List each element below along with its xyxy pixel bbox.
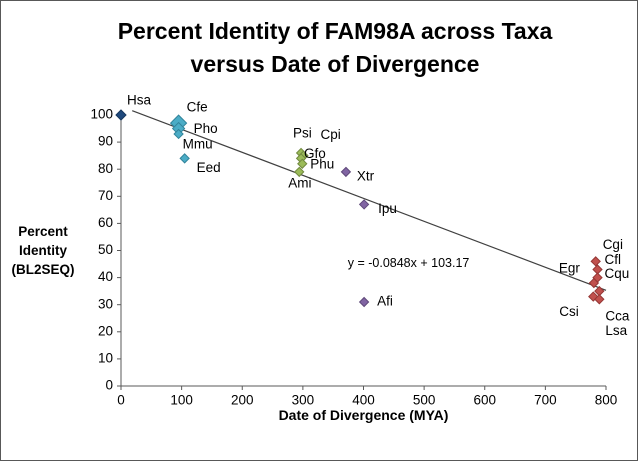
y-tick-label-80: 80	[98, 161, 113, 176]
trendline	[132, 110, 607, 291]
x-tick-label-600: 600	[473, 393, 496, 408]
y-tick-label-40: 40	[98, 269, 113, 284]
y-tick-label-50: 50	[98, 242, 113, 257]
y-axis-title-line2: Identity	[18, 243, 67, 258]
point-Cgi	[590, 256, 601, 267]
point-label-Mmu: Mmu	[183, 137, 213, 152]
point-label-Phu: Phu	[310, 156, 334, 171]
x-tick-label-800: 800	[595, 393, 618, 408]
point-Egr	[588, 277, 600, 289]
x-tick-label-500: 500	[413, 393, 436, 408]
y-tick-label-20: 20	[98, 323, 113, 338]
point-label-Ipu: Ipu	[378, 201, 397, 216]
chart-title: Percent Identity of FAM98A across Taxa v…	[37, 15, 633, 81]
point-label-Psi: Psi	[293, 126, 312, 141]
point-label-Cfl: Cfl	[605, 252, 622, 267]
x-tick-label-100: 100	[170, 393, 193, 408]
point-Hsa	[115, 109, 127, 121]
y-tick-label-60: 60	[98, 215, 113, 230]
trendline-equation: y = -0.0848x + 103.17	[348, 256, 470, 270]
point-label-Csi: Csi	[559, 304, 579, 319]
point-label-Afi: Afi	[377, 294, 393, 309]
x-tick-label-700: 700	[534, 393, 557, 408]
point-Ipu	[358, 199, 370, 210]
y-axis-title-line1: Percent	[18, 224, 68, 239]
point-label-Gfo: Gfo	[304, 146, 326, 161]
point-label-Xtr: Xtr	[357, 168, 375, 183]
point-Xtr	[340, 166, 352, 178]
x-tick-label-0: 0	[117, 393, 125, 408]
point-label-Cca: Cca	[605, 309, 629, 324]
y-tick-label-90: 90	[98, 134, 113, 149]
point-Lsa	[594, 294, 605, 305]
y-tick-label-100: 100	[90, 107, 113, 122]
y-tick-label-10: 10	[98, 350, 113, 365]
point-Eed	[179, 153, 190, 164]
y-axis-title: Percent Identity (BL2SEQ)	[5, 222, 81, 279]
y-tick-label-0: 0	[105, 378, 113, 393]
point-label-Cfe: Cfe	[187, 100, 208, 115]
point-label-Eed: Eed	[197, 160, 221, 175]
point-Csi	[588, 291, 599, 302]
x-tick-label-200: 200	[231, 393, 254, 408]
point-Ami	[294, 166, 305, 178]
point-label-Cqu: Cqu	[605, 266, 630, 281]
point-label-Ami: Ami	[288, 175, 311, 190]
point-label-Cpi: Cpi	[320, 127, 340, 142]
x-tick-label-400: 400	[352, 393, 375, 408]
chart-title-line1: Percent Identity of FAM98A across Taxa	[117, 18, 553, 44]
chart-title-line2: versus Date of Divergence	[190, 51, 480, 77]
point-label-Cgi: Cgi	[603, 237, 623, 252]
y-axis-title-line3: (BL2SEQ)	[11, 262, 75, 277]
point-label-Pho: Pho	[194, 121, 218, 136]
y-tick-label-70: 70	[98, 188, 113, 203]
point-Afi	[358, 296, 370, 308]
x-tick-label-300: 300	[292, 393, 315, 408]
point-label-Lsa: Lsa	[605, 323, 627, 338]
point-label-Hsa: Hsa	[127, 93, 151, 108]
point-Mmu	[173, 128, 184, 140]
point-label-Egr: Egr	[559, 261, 581, 276]
y-tick-label-30: 30	[98, 296, 113, 311]
x-axis-title: Date of Divergence (MYA)	[278, 407, 449, 423]
point-Phu	[297, 158, 308, 169]
